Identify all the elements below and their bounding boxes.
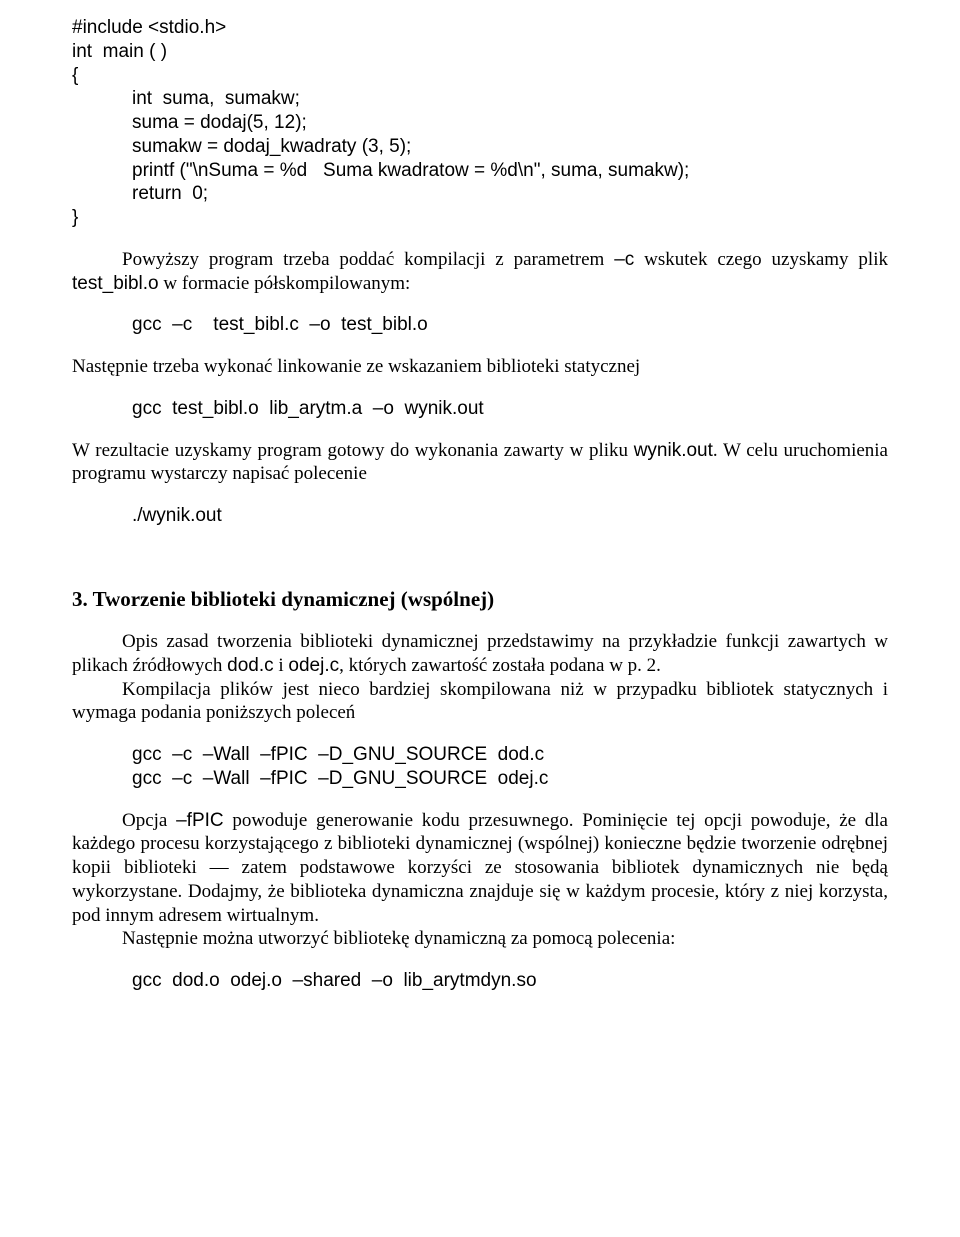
code-line: int suma, sumakw; — [132, 88, 300, 109]
heading-dynamic-library: 3. Tworzenie biblioteki dynamicznej (wsp… — [72, 586, 888, 612]
text: Powyższy program trzeba poddać kompilacj… — [122, 249, 614, 270]
code-line: suma = dodaj(5, 12); — [132, 112, 307, 133]
command-run: ./wynik.out — [132, 504, 888, 528]
filename-wynik-out: wynik.out — [634, 440, 713, 461]
text: wskutek czego uzyskamy plik — [634, 249, 888, 270]
code-line: { — [72, 65, 78, 86]
command-compile-dod: gcc –c –Wall –fPIC –D_GNU_SOURCE dod.c — [132, 743, 888, 767]
code-line: int main ( ) — [72, 41, 167, 62]
option-fpic: –fPIC — [176, 810, 224, 831]
command-link: gcc test_bibl.o lib_arytm.a –o wynik.out — [132, 397, 888, 421]
code-line: return 0; — [132, 183, 208, 204]
text: i — [274, 655, 289, 676]
text: Opcja — [122, 810, 176, 831]
paragraph-create-dynlib: Następnie można utworzyć bibliotekę dyna… — [72, 927, 888, 951]
command-compile: gcc –c test_bibl.c –o test_bibl.o — [132, 313, 888, 337]
paragraph-dynlib-intro: Opis zasad tworzenia biblioteki dynamicz… — [72, 630, 888, 678]
filename-test-bibl-o: test_bibl.o — [72, 273, 159, 294]
code-line: printf ("\nSuma = %d Suma kwadratow = %d… — [132, 160, 689, 181]
text: , których zawartość została podana w p. … — [339, 655, 661, 676]
paragraph-fpic: Opcja –fPIC powoduje generowanie kodu pr… — [72, 809, 888, 928]
paragraph-compile-info: Powyższy program trzeba poddać kompilacj… — [72, 248, 888, 296]
code-block-main: #include <stdio.h> int main ( ) { int su… — [72, 16, 888, 230]
filename-dod-c: dod.c — [227, 655, 273, 676]
paragraph-compile-dyn: Kompilacja plików jest nieco bardziej sk… — [72, 678, 888, 726]
filename-odej-c: odej.c — [288, 655, 339, 676]
code-line: #include <stdio.h> — [72, 17, 226, 38]
text: W rezultacie uzyskamy program gotowy do … — [72, 440, 634, 461]
paragraph-linking: Następnie trzeba wykonać linkowanie ze w… — [72, 355, 888, 379]
command-compile-odej: gcc –c –Wall –fPIC –D_GNU_SOURCE odej.c — [132, 767, 888, 791]
code-line: } — [72, 207, 78, 228]
command-shared: gcc dod.o odej.o –shared –o lib_arytmdyn… — [132, 969, 888, 993]
code-line: sumakw = dodaj_kwadraty (3, 5); — [132, 136, 411, 157]
text: w formacie półskompilowanym: — [159, 273, 411, 294]
option-c: –c — [614, 249, 634, 270]
paragraph-result: W rezultacie uzyskamy program gotowy do … — [72, 439, 888, 487]
